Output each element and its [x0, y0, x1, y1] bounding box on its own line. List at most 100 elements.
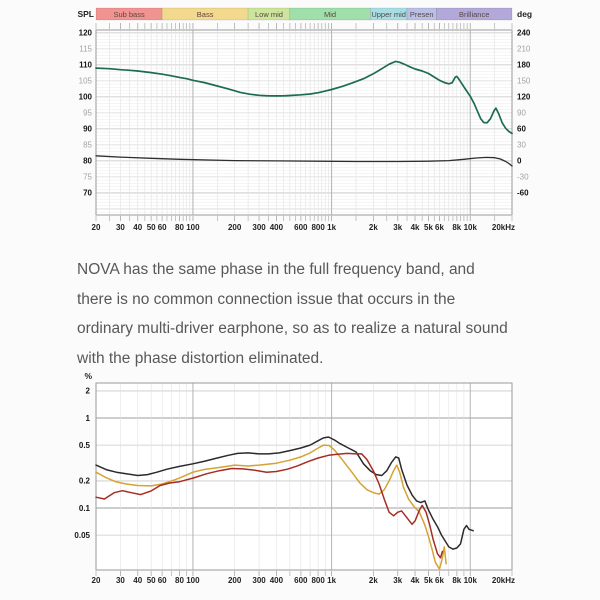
svg-text:40: 40 — [133, 576, 142, 585]
svg-text:110: 110 — [79, 61, 92, 70]
svg-text:80: 80 — [83, 157, 92, 166]
svg-text:30: 30 — [116, 576, 125, 585]
svg-text:100: 100 — [79, 93, 93, 102]
frequency-bands: Sub bass Bass Low mid Mid Upper mid Presen Bri… — [95, 7, 513, 21]
svg-text:1k: 1k — [327, 576, 336, 585]
thd-chart: 20 30 40 50 60 80 100 200 300 400 600 800 1k 2k 3k 4k 5k… — [74, 371, 515, 585]
svg-text:4k: 4k — [411, 576, 420, 585]
svg-text:5k: 5k — [424, 223, 433, 232]
tick-marks — [95, 23, 513, 221]
y-axis-labels: 120 115 110 105 100 95 90 85 80 75 70 240 210 180 150 1… — [79, 29, 531, 198]
svg-text:3k: 3k — [393, 576, 402, 585]
svg-text:6k: 6k — [435, 576, 444, 585]
spl-phase-chart: 20 30 40 50 60 80 100 200 300 400 600 800 1k 2k 3k 4k 5k… — [77, 7, 532, 232]
svg-text:400: 400 — [270, 576, 284, 585]
series-curve-black — [95, 436, 474, 550]
description-line: there is no common connection issue that… — [77, 290, 456, 308]
svg-text:95: 95 — [83, 109, 92, 118]
y-axis-labels: 2 1 0.5 0.2 0.1 0.05 — [74, 387, 90, 540]
svg-text:Upper mid: Upper mid — [371, 10, 406, 19]
svg-text:60: 60 — [158, 223, 167, 232]
svg-text:150: 150 — [517, 77, 531, 86]
svg-text:50: 50 — [147, 223, 156, 232]
svg-text:800: 800 — [311, 576, 325, 585]
svg-text:240: 240 — [517, 29, 531, 38]
svg-text:-30: -30 — [517, 173, 529, 182]
svg-text:-60: -60 — [517, 189, 529, 198]
series-frequency-response — [95, 60, 513, 135]
svg-text:300: 300 — [252, 223, 266, 232]
svg-text:10k: 10k — [464, 576, 478, 585]
gridlines — [96, 383, 512, 570]
svg-text:0.2: 0.2 — [79, 477, 91, 486]
svg-text:2k: 2k — [369, 223, 378, 232]
svg-text:0.05: 0.05 — [74, 531, 90, 540]
svg-text:0.5: 0.5 — [79, 441, 91, 450]
svg-text:90: 90 — [517, 109, 526, 118]
svg-text:1k: 1k — [327, 223, 336, 232]
svg-text:6k: 6k — [435, 223, 444, 232]
band-brilliance — [436, 7, 513, 21]
svg-text:80: 80 — [175, 223, 184, 232]
svg-text:80: 80 — [175, 576, 184, 585]
svg-text:400: 400 — [270, 223, 284, 232]
svg-text:50: 50 — [147, 576, 156, 585]
y-axis-unit-left: % — [84, 371, 92, 381]
svg-text:180: 180 — [517, 61, 531, 70]
svg-text:Brilliance: Brilliance — [459, 10, 489, 19]
x-axis-labels: 20 30 40 50 60 80 100 200 300 400 600 800 1k 2k 3k 4k 5k… — [92, 576, 515, 585]
svg-text:600: 600 — [294, 576, 308, 585]
svg-text:60: 60 — [158, 576, 167, 585]
series-curve-yellow — [95, 444, 447, 570]
svg-text:20: 20 — [92, 223, 101, 232]
svg-text:105: 105 — [79, 77, 93, 86]
y-axis-unit-left: SPL — [77, 9, 94, 19]
svg-text:120: 120 — [517, 93, 531, 102]
svg-text:75: 75 — [83, 173, 92, 182]
svg-text:Mid: Mid — [324, 10, 336, 19]
svg-text:100: 100 — [186, 576, 200, 585]
svg-text:40: 40 — [133, 223, 142, 232]
y-axis-unit-right: deg — [517, 9, 532, 19]
svg-text:Low mid: Low mid — [255, 10, 283, 19]
svg-text:Bass: Bass — [197, 10, 214, 19]
svg-text:85: 85 — [83, 141, 92, 150]
svg-text:60: 60 — [517, 125, 526, 134]
svg-text:300: 300 — [252, 576, 266, 585]
svg-text:4k: 4k — [411, 223, 420, 232]
svg-text:20kHz: 20kHz — [492, 576, 515, 585]
svg-text:200: 200 — [228, 576, 242, 585]
svg-text:120: 120 — [79, 29, 93, 38]
svg-text:30: 30 — [517, 141, 526, 150]
plot-background — [96, 383, 512, 570]
svg-text:8k: 8k — [452, 576, 461, 585]
svg-text:10k: 10k — [464, 223, 478, 232]
svg-text:Sub bass: Sub bass — [113, 10, 145, 19]
svg-text:100: 100 — [186, 223, 200, 232]
plot-border — [95, 382, 513, 571]
svg-text:200: 200 — [228, 223, 242, 232]
series-phase — [95, 155, 513, 167]
svg-text:3k: 3k — [393, 223, 402, 232]
svg-text:115: 115 — [79, 45, 92, 54]
tick-marks — [95, 571, 513, 576]
series-curve-red — [95, 452, 444, 559]
svg-text:30: 30 — [116, 223, 125, 232]
svg-text:70: 70 — [83, 189, 92, 198]
svg-text:800: 800 — [311, 223, 325, 232]
svg-text:5k: 5k — [424, 576, 433, 585]
svg-text:8k: 8k — [452, 223, 461, 232]
svg-text:20: 20 — [92, 576, 101, 585]
svg-text:90: 90 — [83, 125, 92, 134]
description-line: NOVA has the same phase in the full freq… — [77, 261, 475, 278]
svg-text:2: 2 — [86, 387, 91, 396]
svg-text:210: 210 — [517, 45, 531, 54]
description-text: NOVA has the same phase in the full freq… — [77, 255, 537, 373]
description-line: ordinary multi-driver earphone, so as to… — [77, 320, 508, 337]
svg-text:0: 0 — [517, 157, 522, 166]
svg-text:2k: 2k — [369, 576, 378, 585]
svg-text:20kHz: 20kHz — [492, 223, 515, 232]
gridlines — [96, 30, 512, 215]
svg-text:600: 600 — [294, 223, 308, 232]
